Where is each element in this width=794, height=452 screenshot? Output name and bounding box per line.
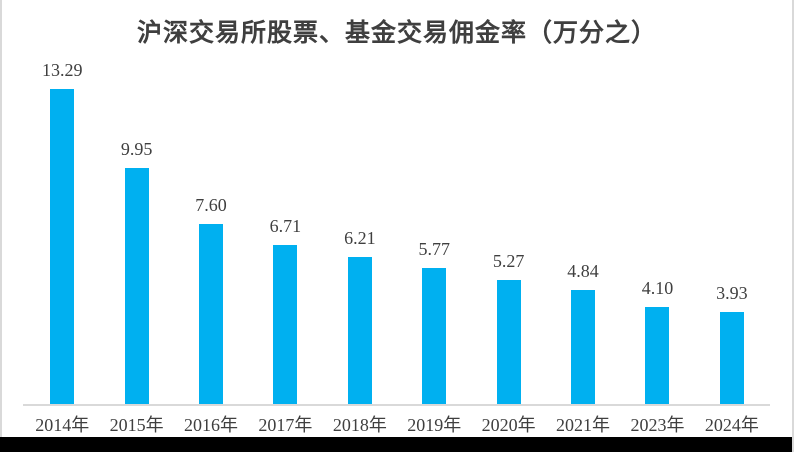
x-axis-label: 2019年 bbox=[407, 415, 462, 435]
bar-group: 5.77 bbox=[397, 56, 471, 405]
x-axis-label: 2024年 bbox=[704, 415, 759, 435]
bar bbox=[645, 307, 670, 405]
plot-area: 13.29 9.95 7.60 6.71 6.21 5.77 5.27 4.84 4.10 3.9… bbox=[25, 56, 769, 405]
bar bbox=[199, 224, 224, 405]
bar bbox=[422, 267, 447, 405]
bar-group: 9.95 bbox=[99, 56, 173, 405]
x-axis-label: 2016年 bbox=[184, 415, 239, 435]
x-axis-line bbox=[23, 404, 770, 406]
x-axis-label: 2021年 bbox=[556, 415, 611, 435]
bar-group: 6.21 bbox=[323, 56, 397, 405]
x-axis-label: 2015年 bbox=[109, 415, 164, 435]
x-axis-label: 2020年 bbox=[481, 415, 536, 435]
x-axis-label: 2017年 bbox=[258, 415, 313, 435]
bar-value-label: 4.10 bbox=[641, 278, 674, 299]
x-axis-label: 2023年 bbox=[630, 415, 685, 435]
bar-value-label: 6.21 bbox=[344, 228, 376, 249]
bar-value-label: 3.93 bbox=[716, 282, 748, 303]
bar-value-label: 9.95 bbox=[120, 139, 153, 160]
bar-value-label: 7.60 bbox=[195, 195, 227, 216]
bar-value-label: 5.27 bbox=[492, 250, 525, 271]
x-axis-label: 2018年 bbox=[332, 415, 387, 435]
bar-group: 7.60 bbox=[174, 56, 248, 405]
bar-group: 3.93 bbox=[695, 56, 769, 405]
bar-group: 13.29 bbox=[25, 56, 99, 405]
bar bbox=[571, 289, 596, 405]
bar bbox=[50, 88, 75, 405]
right-border-line bbox=[792, 0, 794, 452]
bar-group: 4.84 bbox=[546, 56, 620, 405]
bar bbox=[273, 245, 298, 405]
bar bbox=[124, 168, 149, 405]
bar-value-label: 5.77 bbox=[418, 238, 450, 259]
chart-title: 沪深交易所股票、基金交易佣金率（万分之） bbox=[136, 20, 657, 47]
bar-value-label: 13.29 bbox=[41, 59, 83, 80]
bar bbox=[347, 257, 372, 405]
bar-group: 6.71 bbox=[248, 56, 322, 405]
x-axis-labels: 2014年 2015年 2016年 2017年 2018年 2019年 2020年 2021年… bbox=[25, 411, 769, 437]
bar-value-label: 6.71 bbox=[269, 216, 302, 237]
bar-group: 5.27 bbox=[471, 56, 545, 405]
left-border-line bbox=[0, 0, 2, 452]
x-axis-label: 2014年 bbox=[35, 415, 90, 435]
bottom-black-strip bbox=[0, 437, 794, 452]
bar-value-label: 4.84 bbox=[567, 260, 599, 281]
bar bbox=[496, 279, 521, 405]
bar bbox=[719, 311, 744, 405]
bar-group: 4.10 bbox=[620, 56, 694, 405]
